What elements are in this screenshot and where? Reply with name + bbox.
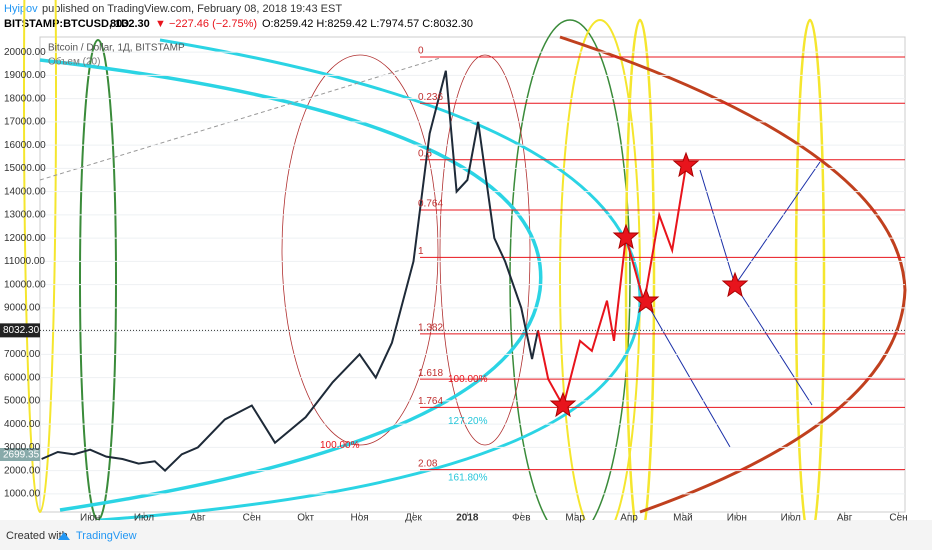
x-tick-label: Мар bbox=[565, 513, 585, 524]
y-tick-label: 11000.00 bbox=[4, 256, 45, 267]
cyan-curve bbox=[39, 58, 543, 512]
y-tick-label: 3000.00 bbox=[4, 442, 41, 453]
ellipse-label: 100.00% bbox=[448, 374, 488, 385]
volume-label-box bbox=[0, 448, 40, 461]
x-tick-label: Авг bbox=[190, 513, 206, 524]
symbol: BITSTAMP:BTCUSD, 1D bbox=[4, 18, 129, 30]
fib-ellipse bbox=[281, 54, 439, 446]
fib-label: 1.382 bbox=[418, 323, 443, 334]
x-tick-label: Май bbox=[673, 513, 693, 524]
change: ▼ −227.46 (−2.75%) bbox=[155, 18, 257, 30]
arrow bbox=[699, 169, 736, 286]
fib-ellipse bbox=[439, 54, 531, 446]
y-tick-label: 7000.00 bbox=[4, 349, 41, 360]
x-tick-label: Июн bbox=[727, 513, 747, 524]
x-tick-label: Сен bbox=[243, 513, 261, 524]
x-tick-label: Июл bbox=[134, 513, 154, 524]
chart-subtitle: Объем (20) bbox=[48, 56, 100, 68]
published: published on TradingView.com, February 0… bbox=[42, 3, 342, 15]
stars bbox=[549, 151, 749, 418]
x-tick-label: Авг bbox=[837, 513, 853, 524]
plot-area bbox=[39, 36, 906, 513]
volume-label: 2699.35 bbox=[3, 450, 40, 461]
fib-label: 1 bbox=[418, 246, 424, 257]
x-tick-label: Дек bbox=[405, 513, 422, 524]
ellipse-label: 127.20% bbox=[448, 416, 488, 427]
arrow bbox=[644, 299, 731, 448]
footer bbox=[0, 520, 932, 550]
time-ellipse bbox=[23, 0, 57, 513]
fib-label: 1.618 bbox=[418, 368, 443, 379]
y-tick-label: 6000.00 bbox=[4, 372, 41, 383]
y-tick-label: 13000.00 bbox=[4, 210, 46, 221]
arrow bbox=[734, 161, 821, 286]
last-price-label: 8032.30 bbox=[3, 325, 40, 336]
star bbox=[612, 223, 640, 250]
y-tick-label: 2000.00 bbox=[4, 465, 41, 476]
ellipse-label: 100.00% bbox=[320, 440, 360, 451]
price: 8032.30 bbox=[110, 18, 150, 30]
x-tick-label: Ноя bbox=[350, 513, 368, 524]
fib-label: 0.764 bbox=[418, 199, 443, 210]
y-tick-label: 14000.00 bbox=[4, 186, 46, 197]
x-tick-label: 2018 bbox=[456, 513, 479, 524]
star bbox=[549, 391, 577, 418]
y-tick-label: 15000.00 bbox=[4, 163, 46, 174]
x-tick-label: Фев bbox=[512, 513, 530, 524]
footer-brand: TradingView bbox=[76, 530, 137, 542]
y-tick-label: 20000.00 bbox=[4, 47, 46, 58]
y-tick-label: 18000.00 bbox=[4, 93, 46, 104]
series-line bbox=[41, 70, 539, 472]
footer-created: Created with bbox=[6, 530, 68, 542]
x-tick-label: Июл bbox=[781, 513, 801, 524]
fib-label: 0.236 bbox=[418, 92, 443, 103]
logo bbox=[58, 532, 70, 540]
y-tick-label: 17000.00 bbox=[4, 117, 46, 128]
y-tick-label: 5000.00 bbox=[4, 396, 41, 407]
x-tick-label: Апр bbox=[620, 513, 638, 524]
arrow bbox=[734, 284, 813, 406]
last-price-box bbox=[0, 323, 40, 338]
fib-label: 1.764 bbox=[418, 396, 443, 407]
x-tick-label: Окт bbox=[297, 513, 314, 524]
fib-label: 0.5 bbox=[418, 148, 432, 159]
author: Hyipov bbox=[4, 3, 38, 15]
y-tick-label: 16000.00 bbox=[4, 140, 46, 151]
y-tick-label: 1000.00 bbox=[4, 489, 41, 500]
chart-title: Bitcoin / Dollar, 1Д, BITSTAMP bbox=[48, 43, 185, 54]
brown-arc bbox=[559, 35, 907, 514]
star bbox=[632, 287, 660, 314]
star bbox=[672, 151, 700, 178]
y-tick-label: 12000.00 bbox=[4, 233, 46, 244]
y-tick-label: 4000.00 bbox=[4, 419, 41, 430]
y-tick-label: 9000.00 bbox=[4, 303, 41, 314]
ohlc: O:8259.42 H:8259.42 L:7974.57 C:8032.30 bbox=[262, 18, 473, 30]
ellipse-label: 161.80% bbox=[448, 472, 488, 483]
x-tick-label: Июн bbox=[80, 513, 100, 524]
fib-label: 2.08 bbox=[418, 458, 438, 469]
x-tick-label: Сен bbox=[889, 513, 907, 524]
fib-label: 0 bbox=[418, 46, 424, 57]
star bbox=[721, 271, 749, 298]
y-tick-label: 10000.00 bbox=[4, 279, 46, 290]
y-tick-label: 19000.00 bbox=[4, 70, 46, 81]
